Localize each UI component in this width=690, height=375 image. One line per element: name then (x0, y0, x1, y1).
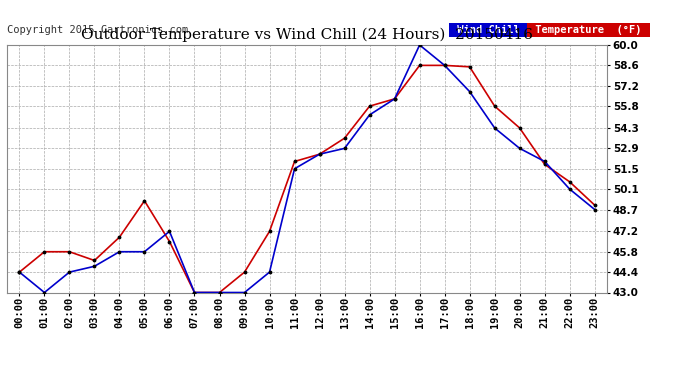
Text: Temperature  (°F): Temperature (°F) (529, 25, 648, 35)
Text: Copyright 2015 Cartronics.com: Copyright 2015 Cartronics.com (7, 25, 188, 35)
Title: Outdoor Temperature vs Wind Chill (24 Hours)  20150416: Outdoor Temperature vs Wind Chill (24 Ho… (81, 28, 533, 42)
Text: Wind Chill  (°F): Wind Chill (°F) (451, 25, 564, 35)
